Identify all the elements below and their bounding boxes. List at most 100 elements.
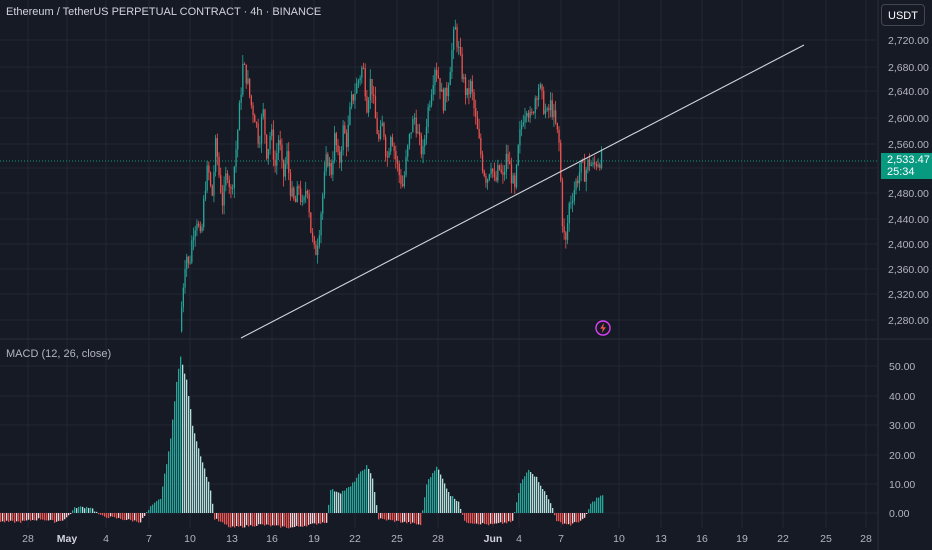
candle-body xyxy=(184,268,186,288)
candle-body xyxy=(235,149,237,167)
candle-body xyxy=(391,137,394,146)
candle-body xyxy=(487,179,489,183)
macd-bar xyxy=(422,510,424,513)
candle-body xyxy=(580,159,582,173)
macd-bar xyxy=(346,488,348,513)
macd-bar xyxy=(462,513,464,515)
macd-bar xyxy=(344,490,346,513)
candle-body xyxy=(464,77,467,96)
macd-bar xyxy=(218,513,220,522)
macd-bar xyxy=(198,448,200,513)
candle-body xyxy=(332,160,334,175)
candle-body xyxy=(420,135,422,155)
candle-body xyxy=(549,100,552,111)
time-axis-label: 22 xyxy=(349,533,361,545)
macd-bar xyxy=(12,513,14,521)
lightning-bolt-icon[interactable] xyxy=(594,319,612,337)
macd-bar xyxy=(468,513,470,524)
macd-bar xyxy=(4,513,6,523)
candle-body xyxy=(298,186,300,189)
macd-bar xyxy=(124,513,126,521)
macd-bar xyxy=(356,477,358,513)
macd-bar xyxy=(114,513,116,518)
candle-body xyxy=(485,175,487,183)
macd-bar xyxy=(36,513,38,521)
macd-bar xyxy=(46,513,48,521)
macd-bar xyxy=(112,513,114,517)
candle-body xyxy=(543,90,545,114)
macd-bar xyxy=(78,506,80,513)
macd-bar xyxy=(146,512,148,513)
candle-body xyxy=(311,232,314,237)
candle-body xyxy=(386,156,388,158)
candle-body xyxy=(378,133,380,139)
macd-bar xyxy=(454,498,456,513)
macd-bar xyxy=(594,501,596,513)
macd-bar xyxy=(416,513,418,525)
candle-body xyxy=(481,154,484,171)
macd-bar xyxy=(92,508,94,513)
macd-bar xyxy=(176,381,178,513)
candle-body xyxy=(271,129,273,136)
candle-body xyxy=(305,191,307,198)
candle-body xyxy=(359,77,361,81)
macd-bar xyxy=(42,513,44,520)
macd-bar xyxy=(480,513,482,525)
time-axis-label: 13 xyxy=(655,533,667,545)
macd-bar xyxy=(62,513,64,521)
macd-bar xyxy=(150,506,152,513)
macd-bar xyxy=(30,513,32,521)
candle-body xyxy=(306,191,309,194)
macd-bar xyxy=(458,501,460,513)
candle-body xyxy=(470,80,472,95)
macd-bar xyxy=(484,513,486,525)
macd-bar xyxy=(496,513,498,524)
macd-bar xyxy=(44,513,46,521)
macd-bar xyxy=(578,513,580,523)
macd-bar xyxy=(38,513,40,519)
macd-bar xyxy=(544,491,546,513)
macd-bar xyxy=(266,513,268,525)
macd-bar xyxy=(72,510,74,513)
candle-body xyxy=(293,187,295,199)
macd-bar xyxy=(300,513,302,527)
currency-button[interactable]: USDT xyxy=(881,4,925,26)
candle-body xyxy=(442,89,445,111)
macd-bar xyxy=(288,513,290,529)
macd-bar xyxy=(490,513,492,524)
macd-bar xyxy=(88,507,90,513)
candle-body xyxy=(310,212,312,233)
trendline-group xyxy=(240,44,805,339)
candle-body xyxy=(539,84,541,89)
price-candles xyxy=(181,19,603,333)
candle-body xyxy=(276,152,278,166)
candle-body xyxy=(281,144,283,161)
time-axis-label: 22 xyxy=(777,533,789,545)
macd-bar xyxy=(166,464,168,513)
macd-bar xyxy=(192,425,194,513)
macd-bar xyxy=(64,513,66,520)
time-axis-label: 28 xyxy=(432,533,444,545)
macd-bar xyxy=(596,497,598,513)
macd-bar xyxy=(220,513,222,522)
candle-body xyxy=(522,122,524,126)
macd-bar xyxy=(402,513,404,523)
macd-bar xyxy=(272,513,274,526)
macd-bar xyxy=(208,481,210,513)
macd-indicator-label[interactable]: MACD (12, 26, close) xyxy=(6,348,112,360)
macd-bar xyxy=(574,513,576,523)
candle-body xyxy=(582,159,584,162)
candle-body xyxy=(216,138,218,157)
macd-bar xyxy=(68,513,70,516)
candle-body xyxy=(388,151,390,158)
candle-body xyxy=(317,245,319,255)
macd-bar xyxy=(94,511,96,513)
macd-bar xyxy=(558,513,560,522)
candle-body xyxy=(237,130,239,150)
candle-body xyxy=(505,153,507,172)
candle-body xyxy=(500,169,502,173)
candle-body xyxy=(585,170,587,182)
candle-body xyxy=(201,227,203,232)
candle-body xyxy=(595,163,598,167)
